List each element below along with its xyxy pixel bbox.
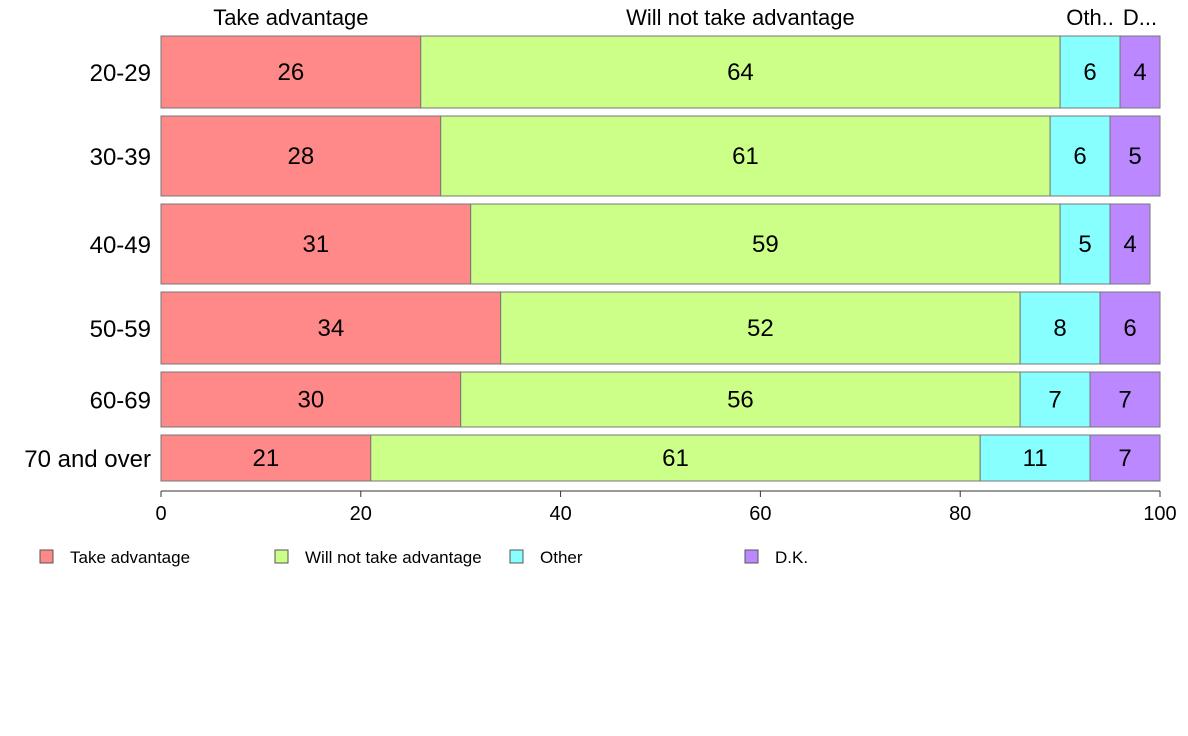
x-axis: 0 20 40 60 80 100 <box>155 490 1177 525</box>
x-tick-label-80: 80 <box>949 503 971 525</box>
data-label-20-29-d-k: 4 <box>1133 59 1146 86</box>
data-label-60-69-take-advantage: 30 <box>297 387 324 414</box>
data-label-50-59-will-not-take-advantage: 52 <box>747 315 774 342</box>
bars-area: 26 64 6 428 61 6 531 59 5 434 52 8 630 56 7 721 61 11 7 <box>160 35 1161 482</box>
data-label-50-59-take-advantage: 34 <box>317 315 344 342</box>
legend-swatch-take-advantage <box>39 549 54 564</box>
bar-70-and-over-will-not-take-advantage <box>370 434 981 482</box>
category-label-40-49: 40-49 <box>90 232 151 259</box>
column-header-d-k: D... <box>1123 5 1157 30</box>
data-label-70-and-over-will-not-take-advantage: 61 <box>662 445 689 472</box>
x-tick-label-60: 60 <box>749 503 771 525</box>
legend-swatch-will-not-take-advantage <box>274 549 289 564</box>
data-label-60-69-will-not-take-advantage: 56 <box>727 387 754 414</box>
data-label-40-49-will-not-take-advantage: 59 <box>752 231 779 258</box>
data-label-40-49-take-advantage: 31 <box>302 231 329 258</box>
bar-40-49-d-k <box>1109 203 1151 285</box>
bar-70-and-over-other <box>979 434 1091 482</box>
y-axis-labels: 20-29 30-39 40-49 50-59 60-69 70 and over <box>24 60 151 473</box>
legend: Take advantage Will not take advantage Oth… <box>39 548 808 567</box>
data-label-70-and-over-d-k: 7 <box>1118 445 1131 472</box>
legend-label-other: Other <box>540 548 583 567</box>
x-tick-label-0: 0 <box>155 503 166 525</box>
bar-30-39-d-k <box>1109 115 1161 197</box>
bar-70-and-over-take-advantage <box>160 434 372 482</box>
legend-label-d-k: D.K. <box>775 548 808 567</box>
data-label-30-39-take-advantage: 28 <box>288 143 315 170</box>
legend-label-will-not-take-advantage: Will not take advantage <box>305 548 482 567</box>
bar-20-29-d-k <box>1119 35 1161 109</box>
bar-60-69-take-advantage <box>160 371 462 428</box>
legend-label-take-advantage: Take advantage <box>70 548 190 567</box>
category-label-20-29: 20-29 <box>90 60 151 87</box>
bar-30-39-will-not-take-advantage <box>440 115 1051 197</box>
bar-60-69-other <box>1019 371 1091 428</box>
column-header-will-not-take-advantage: Will not take advantage <box>626 5 855 30</box>
data-label-20-29-other: 6 <box>1083 59 1096 86</box>
data-label-20-29-take-advantage: 26 <box>278 59 305 86</box>
legend-swatch-d-k <box>744 549 759 564</box>
data-label-30-39-d-k: 5 <box>1128 143 1141 170</box>
category-label-70-and-over: 70 and over <box>24 446 151 473</box>
bar-30-39-other <box>1049 115 1111 197</box>
bar-30-39-take-advantage <box>160 115 442 197</box>
x-tick-label-100: 100 <box>1143 503 1176 525</box>
category-label-60-69: 60-69 <box>90 388 151 415</box>
column-header-other: Oth.. <box>1066 5 1114 30</box>
column-headers: Take advantage Will not take advantage Oth… <box>213 5 1157 30</box>
x-tick-label-40: 40 <box>549 503 571 525</box>
bar-70-and-over-d-k <box>1089 434 1161 482</box>
bar-20-29-other <box>1059 35 1121 109</box>
data-label-20-29-will-not-take-advantage: 64 <box>727 59 754 86</box>
data-label-30-39-will-not-take-advantage: 61 <box>732 143 759 170</box>
bar-50-59-d-k <box>1099 291 1161 365</box>
data-label-40-49-other: 5 <box>1078 231 1091 258</box>
legend-swatch-other <box>509 549 524 564</box>
data-label-60-69-other: 7 <box>1048 387 1061 414</box>
bar-50-59-take-advantage <box>160 291 502 365</box>
data-label-50-59-other: 8 <box>1053 315 1066 342</box>
bar-40-49-take-advantage <box>160 203 472 285</box>
category-label-50-59: 50-59 <box>90 316 151 343</box>
data-label-70-and-over-other: 11 <box>1023 445 1048 472</box>
bar-60-69-will-not-take-advantage <box>460 371 1021 428</box>
data-label-50-59-d-k: 6 <box>1123 315 1136 342</box>
data-label-70-and-over-take-advantage: 21 <box>253 445 280 472</box>
column-header-take-advantage: Take advantage <box>213 5 368 30</box>
bar-40-49-will-not-take-advantage <box>470 203 1061 285</box>
data-label-60-69-d-k: 7 <box>1118 387 1131 414</box>
bar-20-29-take-advantage <box>160 35 422 109</box>
data-label-40-49-d-k: 4 <box>1123 231 1136 258</box>
data-label-30-39-other: 6 <box>1073 143 1086 170</box>
bar-60-69-d-k <box>1089 371 1161 428</box>
bar-50-59-will-not-take-advantage <box>500 291 1021 365</box>
category-label-30-39: 30-39 <box>90 144 151 171</box>
bar-20-29-will-not-take-advantage <box>420 35 1061 109</box>
x-tick-label-20: 20 <box>350 503 372 525</box>
